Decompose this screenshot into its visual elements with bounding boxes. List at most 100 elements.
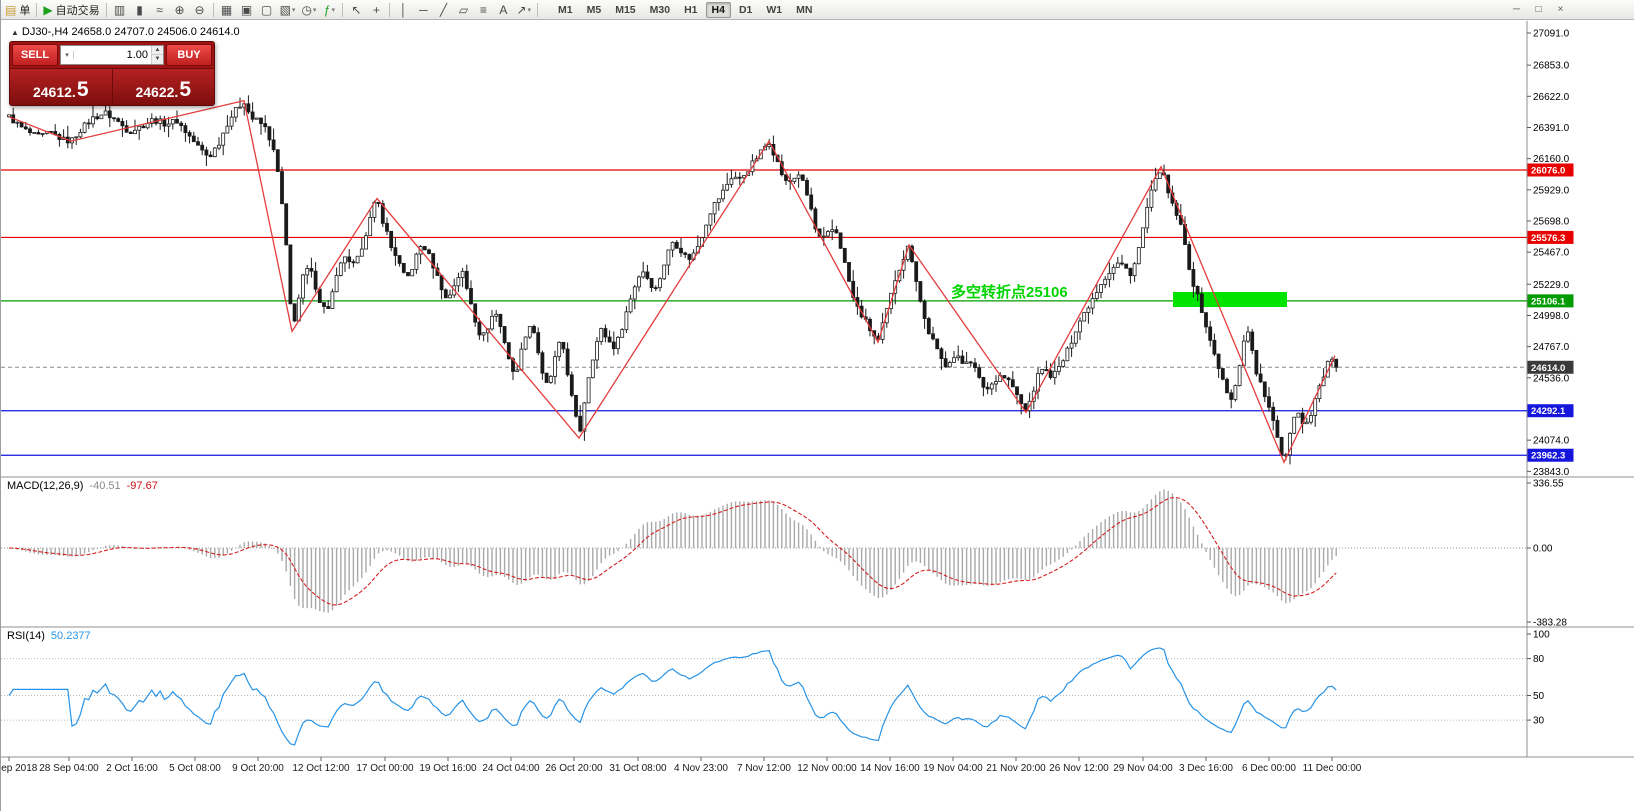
lot-decrease-button[interactable]: ▼	[152, 55, 163, 64]
svg-text:28 Sep 04:00: 28 Sep 04:00	[39, 763, 99, 774]
crosshair-button[interactable]: +	[366, 1, 386, 19]
lot-dropdown-icon[interactable]: ▾	[61, 51, 74, 59]
one-click-trading-panel: SELL ▾ ▲ ▼ BUY 24612. 5 24622. 5	[9, 41, 215, 106]
tab-timeframe-MN[interactable]: MN	[796, 3, 813, 16]
horizontal-price-lines[interactable]	[1, 169, 1527, 456]
price-badge: 26076.0	[1527, 163, 1574, 177]
tab-timeframe-M5[interactable]: M5	[586, 3, 602, 16]
price-badge: 25576.3	[1527, 230, 1574, 244]
channel-button[interactable]: ▱	[453, 1, 473, 19]
vertical-line-button[interactable]: │	[393, 1, 413, 19]
buy-price[interactable]: 24622. 5	[113, 69, 215, 105]
lot-input[interactable]	[74, 49, 151, 61]
svg-text:336.55: 336.55	[1533, 478, 1564, 489]
rsi-line	[8, 647, 1337, 746]
arrange-windows-icon: ▢	[260, 2, 273, 17]
svg-text:7 Nov 12:00: 7 Nov 12:00	[737, 763, 791, 774]
svg-text:4 Nov 23:00: 4 Nov 23:00	[674, 763, 728, 774]
new-order-icon: ▤	[5, 2, 17, 17]
svg-text:24767.0: 24767.0	[1533, 342, 1570, 353]
zigzag-line[interactable]	[8, 99, 1336, 464]
svg-text:24 Oct 04:00: 24 Oct 04:00	[482, 763, 540, 774]
lot-size-field[interactable]: ▾ ▲ ▼	[60, 45, 164, 65]
window-restore-button[interactable]: □	[1535, 3, 1542, 15]
tab-timeframe-M1[interactable]: M1	[558, 3, 573, 16]
line-chart-button[interactable]: ≈	[150, 1, 170, 19]
timeframe-toolbar: M1 M5 M15 M30 H1 H4 D1 W1 MN	[551, 1, 819, 18]
tile-windows-button[interactable]: ▦	[217, 1, 237, 19]
sell-price[interactable]: 24612. 5	[10, 69, 113, 105]
price-axis[interactable]: 27091.0 26853.0 26622.0 26391.0 26160.0 25929…	[1527, 29, 1574, 478]
bar-chart-button[interactable]: ▥	[110, 1, 130, 19]
candlestick-chart-icon: ▮	[136, 2, 143, 17]
svg-text:24614.0: 24614.0	[1531, 363, 1565, 374]
toolbar-separator	[212, 2, 214, 17]
toolbar-separator	[36, 2, 38, 17]
arrows-tool-dropdown-icon[interactable]: ▾	[527, 6, 532, 14]
auto-trading-label: 自动交易	[55, 4, 100, 17]
indicators-icon: ƒ	[323, 2, 331, 17]
rsi-name: RSI(14)	[7, 630, 45, 642]
symbol-ohlc-info: ▲ DJ30-,H4 24658.0 24707.0 24506.0 24614.…	[11, 26, 240, 38]
text-tool-button[interactable]: A	[493, 1, 513, 19]
tile-windows-icon: ▦	[220, 2, 233, 17]
lot-spinner: ▲ ▼	[151, 46, 163, 64]
buy-button[interactable]: BUY	[166, 44, 212, 66]
tab-timeframe-M15[interactable]: M15	[615, 3, 636, 16]
candlestick-chart-button[interactable]: ▮	[130, 1, 150, 19]
toolbar-separator	[537, 2, 539, 17]
period-selector-dropdown-icon[interactable]: ▾	[312, 6, 317, 14]
rsi-axis[interactable]: 100 80 50 30	[1527, 630, 1550, 727]
chart-annotation-text[interactable]: 多空转折点25106	[951, 284, 1068, 301]
horizontal-line-button[interactable]: ─	[413, 1, 433, 19]
new-order-label: 单	[19, 4, 31, 17]
cursor-button[interactable]: ↖	[346, 1, 366, 19]
window-minimize-button[interactable]: ─	[1512, 3, 1521, 15]
symbol-ohlc-text: DJ30-,H4 24658.0 24707.0 24506.0 24614.0	[21, 26, 240, 38]
indicators-button[interactable]: ƒ ▾	[319, 1, 339, 19]
tab-timeframe-H1[interactable]: H1	[684, 3, 698, 16]
lot-increase-button[interactable]: ▲	[152, 46, 163, 55]
tab-timeframe-D1[interactable]: D1	[738, 3, 753, 16]
zoom-in-button[interactable]: ⊕	[170, 1, 190, 19]
text-tool-icon: A	[499, 2, 508, 17]
indicators-dropdown-icon[interactable]: ▾	[331, 6, 336, 14]
svg-text:80: 80	[1533, 654, 1545, 665]
period-selector-button[interactable]: ◷ ▾	[298, 1, 319, 19]
cascade-windows-button[interactable]: ▣	[237, 1, 257, 19]
new-chart-button[interactable]: ▧ ▾	[277, 1, 299, 19]
svg-text:12 Oct 12:00: 12 Oct 12:00	[292, 763, 350, 774]
new-chart-dropdown-icon[interactable]: ▾	[291, 6, 296, 14]
tab-timeframe-W1[interactable]: W1	[766, 3, 783, 16]
svg-text:24998.0: 24998.0	[1533, 311, 1570, 322]
svg-text:100: 100	[1533, 630, 1550, 641]
window-close-button[interactable]: ×	[1557, 3, 1564, 15]
tab-timeframe-M30[interactable]: M30	[649, 3, 671, 16]
trade-prices-row: 24612. 5 24622. 5	[10, 68, 214, 105]
new-order-button[interactable]: ▤ 单	[2, 1, 33, 19]
macd-name: MACD(12,26,9)	[7, 480, 84, 492]
macd-axis[interactable]: 336.55 0.00 -383.28	[1527, 478, 1567, 629]
auto-trading-button[interactable]: ▶ 自动交易	[40, 1, 102, 19]
period-selector-icon: ◷	[301, 2, 312, 17]
fibonacci-button[interactable]: ≡	[473, 1, 493, 19]
highlight-box[interactable]	[1173, 292, 1287, 307]
svg-text:50: 50	[1533, 691, 1545, 702]
svg-text:27091.0: 27091.0	[1533, 29, 1570, 40]
tab-timeframe-H4[interactable]: H4	[705, 1, 731, 18]
cascade-windows-icon: ▣	[240, 2, 253, 17]
macd-signal-line	[8, 497, 1337, 606]
arrows-tool-button[interactable]: ↗ ▾	[513, 1, 534, 19]
auto-trading-icon: ▶	[43, 2, 53, 17]
svg-text:23962.3: 23962.3	[1531, 451, 1565, 462]
trendline-button[interactable]: ╱	[433, 1, 453, 19]
cursor-icon: ↖	[351, 2, 362, 17]
svg-text:12 Nov 00:00: 12 Nov 00:00	[797, 763, 857, 774]
sell-button[interactable]: SELL	[12, 44, 58, 66]
svg-text:26622.0: 26622.0	[1533, 92, 1570, 103]
zoom-out-button[interactable]: ⊖	[190, 1, 210, 19]
arrange-windows-button[interactable]: ▢	[257, 1, 277, 19]
